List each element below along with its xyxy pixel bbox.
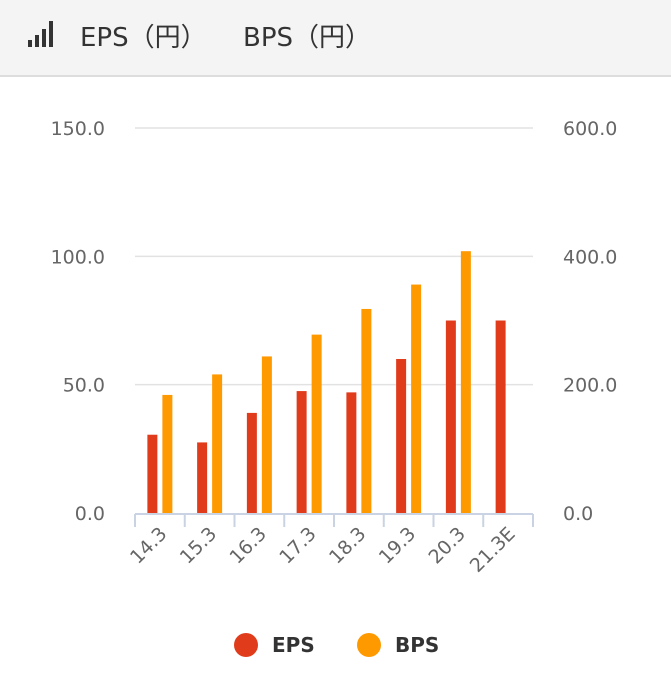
legend-bps-swatch [357, 633, 381, 657]
left-axis-tick-label: 50.0 [63, 375, 105, 397]
bar-bps [261, 356, 272, 513]
right-axis-tick-label: 0.0 [563, 503, 593, 525]
signal-bars-icon [28, 21, 53, 47]
legend-bps-label: BPS [395, 633, 440, 657]
bar-eps [445, 320, 456, 513]
bar-bps [361, 308, 372, 513]
right-axis-tick-label: 400.0 [563, 246, 617, 268]
chart-legend: EPS BPS [0, 630, 671, 660]
bar-bps [460, 251, 471, 513]
bar-bps [212, 374, 223, 513]
x-axis-tick-label: 17.3 [275, 523, 320, 568]
x-axis-tick-label: 15.3 [176, 523, 221, 568]
right-axis-tick-label: 200.0 [563, 375, 617, 397]
bar-bps [311, 334, 322, 513]
bar-eps [147, 434, 158, 513]
right-axis-tick-label: 600.0 [563, 118, 617, 140]
bar-eps [197, 442, 208, 513]
bps-title: BPS（円） [243, 23, 372, 53]
legend-item-bps[interactable]: BPS [357, 630, 439, 660]
eps-title: EPS（円） [80, 23, 207, 53]
legend-eps-label: EPS [272, 633, 315, 657]
bar-eps [296, 391, 307, 513]
left-axis-tick-label: 0.0 [75, 503, 105, 525]
left-axis-tick-label: 150.0 [51, 118, 105, 140]
x-axis-tick-label: 20.3 [424, 523, 469, 568]
x-axis-tick-label: 21.3E [466, 523, 520, 577]
bar-eps [246, 412, 257, 513]
bar-eps [495, 320, 506, 513]
bar-bps [162, 394, 173, 513]
bar-eps [346, 392, 357, 513]
x-axis-tick-label: 19.3 [375, 523, 420, 568]
legend-eps-swatch [234, 633, 258, 657]
bar-bps [411, 284, 422, 513]
x-axis-tick-label: 16.3 [225, 523, 270, 568]
legend-item-eps[interactable]: EPS [234, 630, 315, 660]
bar-eps [396, 359, 407, 513]
left-axis-tick-label: 100.0 [51, 246, 105, 268]
x-axis-tick-label: 18.3 [325, 523, 370, 568]
chart-header: EPS（円） BPS（円） [0, 0, 671, 77]
x-axis-tick-label: 14.3 [126, 523, 171, 568]
